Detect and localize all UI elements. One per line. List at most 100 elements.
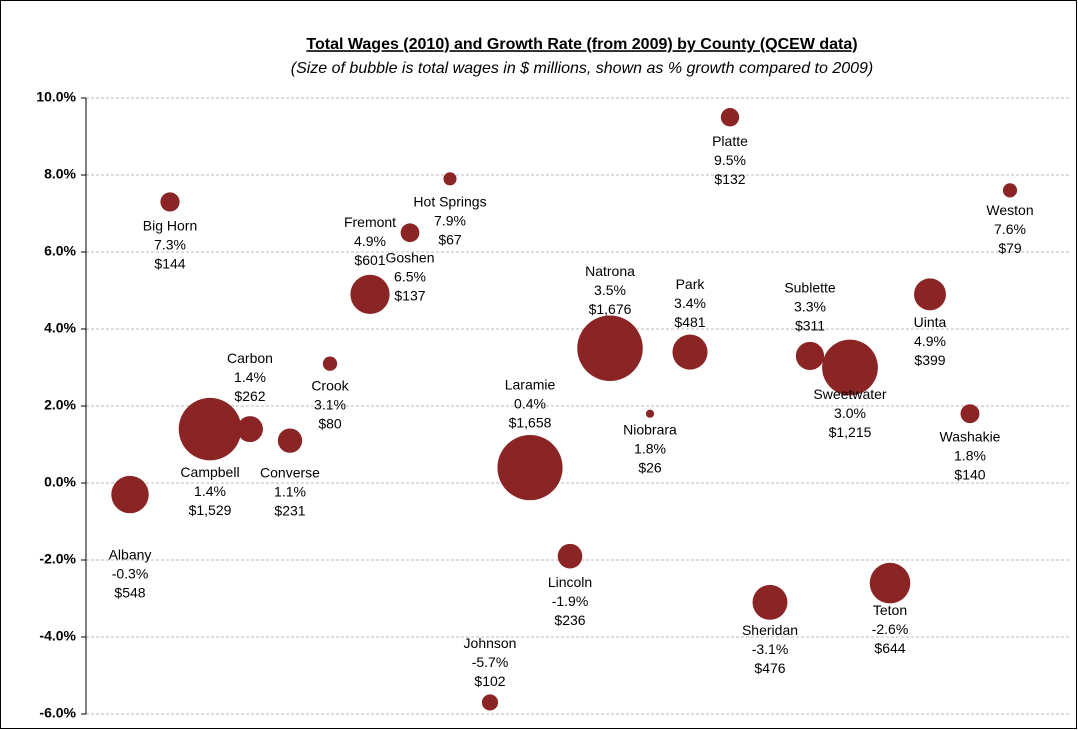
y-tick-label: 4.0%: [44, 320, 76, 336]
bubble-size-label: $231: [274, 502, 305, 518]
bubble-size-label: $79: [998, 240, 1022, 256]
chart-subtitle: (Size of bubble is total wages in $ mill…: [291, 60, 874, 77]
bubble-value-label: 4.9%: [914, 333, 946, 349]
bubble-value-label: 9.5%: [714, 152, 746, 168]
bubble-name-label: Washakie: [940, 428, 1001, 444]
bubble-size-label: $144: [154, 256, 185, 272]
bubble-name-label: Lincoln: [548, 574, 592, 590]
bubble-name-label: Carbon: [227, 350, 273, 366]
bubble-name-label: Teton: [873, 602, 907, 618]
bubble-name-label: Campbell: [180, 464, 239, 480]
bubble-name-label: Platte: [712, 133, 748, 149]
bubble-name-label: Big Horn: [143, 218, 197, 234]
bubble-name-label: Natrona: [585, 263, 635, 279]
bubble: [720, 108, 740, 127]
bubble: [178, 397, 242, 461]
bubble-size-label: $311: [795, 318, 825, 334]
bubble-size-label: $1,676: [589, 301, 632, 317]
y-tick-label: 0.0%: [44, 474, 76, 490]
bubble: [160, 192, 180, 212]
bubble-name-label: Laramie: [505, 376, 556, 392]
bubble-size-label: $140: [954, 466, 985, 482]
bubble-value-label: -0.3%: [112, 565, 149, 581]
bubble-size-label: $548: [114, 584, 145, 600]
bubble-name-label: Sublette: [784, 280, 836, 296]
bubble-value-label: 6.5%: [394, 268, 426, 284]
bubble-name-label: Crook: [311, 377, 349, 393]
bubble-name-label: Weston: [986, 202, 1033, 218]
y-tick-label: -6.0%: [39, 705, 76, 721]
bubble: [443, 172, 457, 186]
bubble-size-label: $137: [394, 287, 425, 303]
bubble: [645, 409, 655, 418]
bubble-name-label: Sweetwater: [813, 386, 886, 402]
bubble-size-label: $644: [874, 640, 905, 656]
bubble-value-label: 1.4%: [194, 483, 226, 499]
bubble-name-label: Niobrara: [623, 421, 677, 437]
bubble-name-label: Fremont: [344, 214, 396, 230]
bubble-value-label: 3.1%: [314, 396, 346, 412]
bubble-value-label: 1.8%: [634, 440, 666, 456]
y-tick-label: -4.0%: [39, 628, 76, 644]
bubble-name-label: Sheridan: [742, 622, 798, 638]
bubble-size-label: $399: [914, 352, 945, 368]
bubble: [497, 435, 563, 501]
bubble: [322, 356, 338, 371]
bubble-size-label: $67: [438, 232, 462, 248]
bubble-size-label: $26: [638, 459, 662, 475]
bubble: [350, 274, 390, 314]
bubble-name-label: Albany: [109, 546, 152, 562]
bubble: [400, 223, 420, 243]
bubble: [869, 562, 911, 604]
chart-title: Total Wages (2010) and Growth Rate (from…: [306, 36, 857, 53]
bubble: [111, 475, 149, 514]
bubble: [822, 339, 878, 396]
bubble: [277, 428, 303, 453]
bubble-name-label: Park: [676, 276, 706, 292]
y-tick-label: 2.0%: [44, 397, 76, 413]
bubble-name-label: Goshen: [385, 249, 434, 265]
bubble-value-label: 1.1%: [274, 483, 306, 499]
bubble: [237, 416, 263, 443]
bubble-value-label: 3.4%: [674, 295, 706, 311]
bubble-size-label: $476: [754, 660, 785, 676]
bubble-size-label: $601: [354, 252, 385, 268]
bubble: [914, 278, 946, 311]
bubble: [557, 543, 583, 569]
bubble: [795, 341, 825, 371]
bubble-value-label: 7.3%: [154, 237, 186, 253]
y-tick-label: 6.0%: [44, 243, 76, 259]
bubble-size-label: $132: [714, 171, 745, 187]
bubble-size-label: $1,658: [509, 414, 552, 430]
bubble-value-label: 3.3%: [794, 299, 826, 315]
bubble-size-label: $1,529: [189, 502, 232, 518]
bubble-value-label: -1.9%: [552, 593, 589, 609]
bubble-value-label: 7.9%: [434, 213, 466, 229]
bubble: [672, 334, 708, 370]
bubble-size-label: $262: [234, 388, 265, 404]
bubble: [1002, 183, 1018, 198]
bubble-value-label: 7.6%: [994, 221, 1026, 237]
bubble-value-label: 1.4%: [234, 369, 266, 385]
bubble-name-label: Hot Springs: [413, 194, 486, 210]
bubble-size-label: $80: [318, 415, 342, 431]
bubble-value-label: 4.9%: [354, 233, 386, 249]
bubble-value-label: 0.4%: [514, 395, 546, 411]
bubble-value-label: -2.6%: [872, 621, 909, 637]
bubble-size-label: $102: [474, 673, 505, 689]
bubble-name-label: Converse: [260, 464, 320, 480]
bubble: [960, 404, 980, 424]
bubble: [481, 694, 499, 711]
bubble-value-label: 3.5%: [594, 282, 626, 298]
bubble-value-label: 1.8%: [954, 447, 986, 463]
bubble: [752, 584, 788, 620]
bubble: [577, 315, 643, 382]
bubble-value-label: 3.0%: [834, 405, 866, 421]
bubble-value-label: -3.1%: [752, 641, 789, 657]
bubble-value-label: -5.7%: [472, 654, 509, 670]
bubble-name-label: Johnson: [464, 635, 517, 651]
bubble-size-label: $236: [554, 612, 585, 628]
y-tick-label: 10.0%: [36, 89, 76, 105]
y-tick-label: 8.0%: [44, 166, 76, 182]
